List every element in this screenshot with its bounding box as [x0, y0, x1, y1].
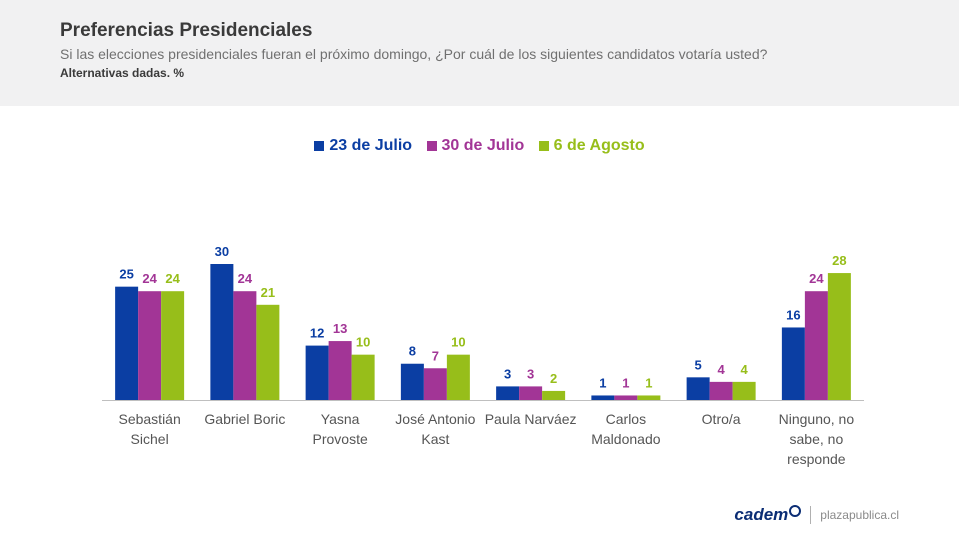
chart-legend: 23 de Julio 30 de Julio 6 de Agosto [0, 137, 959, 156]
data-label-1-5: 3 [504, 366, 511, 381]
logo-circle-icon [789, 505, 802, 517]
bar-3-2 [256, 304, 280, 400]
data-label-2-7: 4 [718, 362, 726, 377]
bar-3-4 [446, 354, 470, 400]
bar-1-4 [400, 363, 424, 400]
brand-name: cadem [734, 505, 789, 524]
bar-1-1 [115, 286, 139, 400]
data-label-1-1: 25 [119, 267, 133, 282]
data-label-2-8: 24 [809, 271, 824, 286]
data-label-3-1: 24 [165, 271, 180, 286]
bar-1-8 [781, 327, 805, 400]
bar-2-7 [709, 381, 733, 400]
footer-divider [810, 506, 812, 524]
footer: cadem plazapublica.cl [734, 505, 899, 525]
data-label-2-5: 3 [527, 366, 534, 381]
data-label-2-1: 24 [142, 271, 157, 286]
data-label-1-4: 8 [409, 344, 416, 359]
bar-1-6 [591, 395, 615, 400]
data-label-1-7: 5 [695, 357, 702, 372]
bar-2-2 [233, 291, 257, 400]
legend-label-series-2: 30 de Julio [441, 137, 525, 154]
data-label-3-3: 10 [356, 335, 370, 350]
bar-3-8 [827, 273, 851, 400]
legend-item-series-3: 6 de Agosto [538, 137, 645, 155]
bar-3-7 [732, 381, 756, 400]
unit-note: Alternativas dadas. % [60, 66, 185, 80]
data-label-3-4: 10 [451, 335, 465, 350]
bar-2-4 [423, 368, 447, 400]
site-link[interactable]: plazapublica.cl [820, 508, 899, 522]
bar-1-7 [686, 377, 710, 400]
data-label-1-2: 30 [215, 244, 229, 259]
bar-2-5 [519, 386, 543, 400]
category-label-6: Carlos Maldonado [591, 411, 660, 447]
bar-3-6 [637, 395, 661, 400]
category-label-4: José Antonio Kast [395, 411, 475, 447]
page-subtitle: Si las elecciones presidenciales fueran … [60, 46, 768, 62]
data-label-1-6: 1 [599, 375, 606, 390]
category-label-5: Paula Narváez [485, 411, 577, 427]
header-band: Preferencias Presidenciales Si las elecc… [0, 0, 959, 106]
category-label-7: Otro/a [702, 411, 741, 427]
bar-1-3 [305, 345, 329, 400]
data-label-2-2: 24 [238, 271, 253, 286]
bar-3-5 [542, 390, 566, 400]
data-label-2-3: 13 [333, 321, 347, 336]
legend-label-series-1: 23 de Julio [329, 137, 413, 154]
bar-2-6 [614, 395, 638, 400]
category-label-8: Ninguno, no sabe, no responde [779, 411, 855, 467]
legend-swatch-series-1 [314, 141, 325, 151]
data-label-3-8: 28 [832, 253, 846, 268]
data-label-1-8: 16 [786, 307, 800, 322]
legend-swatch-series-2 [426, 141, 437, 151]
data-label-3-7: 4 [741, 362, 749, 377]
bar-2-8 [804, 291, 828, 400]
category-label-3: Yasna Provoste [313, 411, 368, 447]
legend-item-series-2: 30 de Julio [426, 137, 525, 155]
data-label-1-3: 12 [310, 326, 324, 341]
bar-1-5 [496, 386, 520, 400]
bar-2-1 [138, 291, 162, 400]
bar-1-2 [210, 264, 234, 400]
category-label-1: Sebastián Sichel [118, 411, 180, 447]
data-label-2-6: 1 [622, 375, 629, 390]
bar-3-1 [161, 291, 185, 400]
data-label-2-4: 7 [432, 348, 439, 363]
legend-swatch-series-3 [538, 141, 549, 151]
legend-item-series-1: 23 de Julio [314, 137, 412, 155]
legend-label-series-3: 6 de Agosto [553, 137, 645, 154]
data-label-3-6: 1 [645, 375, 652, 390]
page-title: Preferencias Presidenciales [60, 20, 313, 41]
cadem-logo: cadem [734, 505, 802, 525]
bar-3-3 [351, 354, 375, 400]
data-label-3-5: 2 [550, 371, 557, 386]
data-label-3-2: 21 [261, 285, 275, 300]
bar-2-3 [328, 341, 352, 400]
category-label-2: Gabriel Boric [204, 411, 285, 427]
